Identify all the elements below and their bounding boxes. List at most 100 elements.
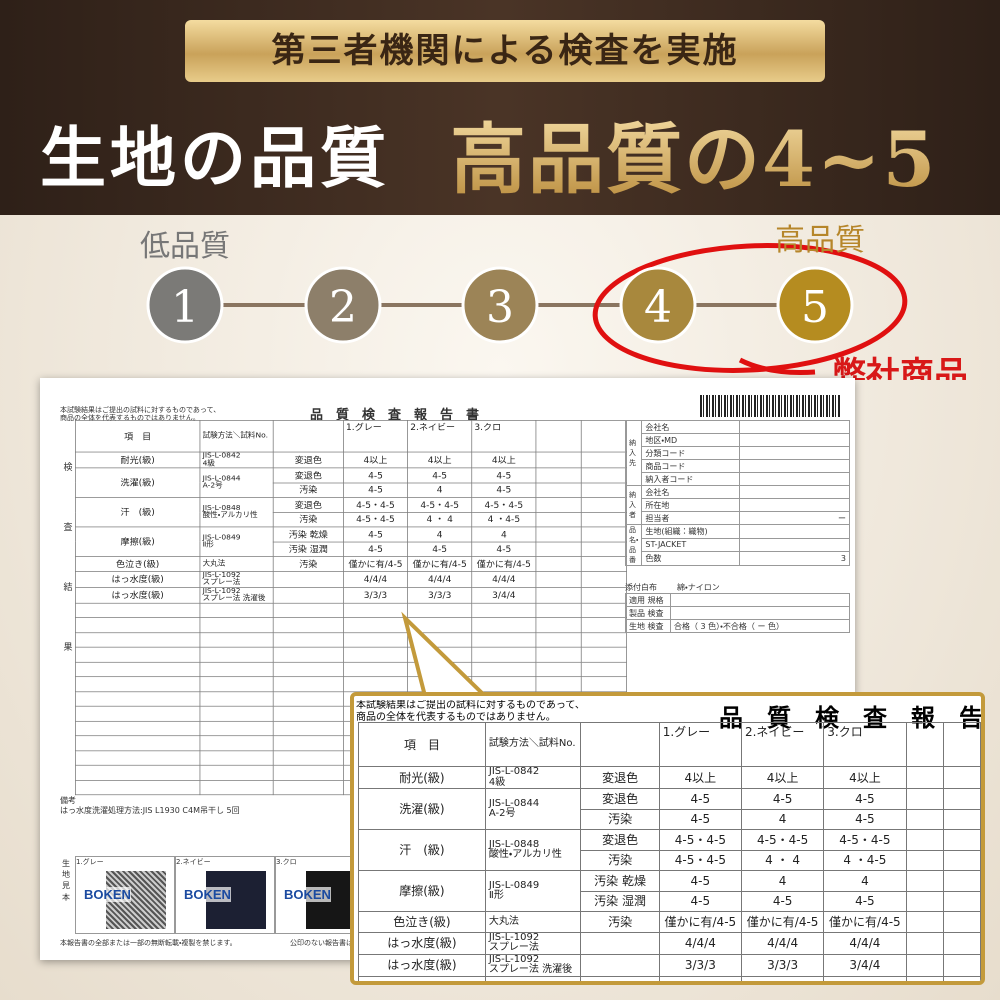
row-aspect: 変退色 [272, 467, 344, 483]
result: 僅かに有/4-5 [407, 556, 473, 572]
result: 4 ・ 4 [407, 511, 473, 528]
swatch-label: 生地見本 [62, 859, 70, 902]
cell [407, 602, 473, 618]
cell [942, 911, 981, 933]
row-method: JIS-L-1092 スプレー法 [199, 570, 274, 588]
side-label: 分類コード [641, 446, 740, 460]
side-value: 3 [739, 551, 850, 566]
check-table: 適用 規格 製品 検査 生地 検査 合格（ 3 色）・不合格（ ー 色） [625, 593, 850, 633]
swatch-brand: BOKEN [84, 887, 131, 902]
remark-line: 備考 [60, 796, 76, 805]
cell [272, 632, 344, 648]
row-item: はっ水度(級) [75, 570, 201, 588]
side-label: 色数 [641, 551, 740, 566]
row-method: JIS-L-0849 Ⅱ形 [199, 526, 274, 557]
cell [942, 808, 981, 830]
cell [358, 975, 486, 981]
side-value [739, 485, 850, 499]
row-method: JIS-L-0849 Ⅱ形 [484, 870, 582, 912]
blank-row [75, 661, 627, 678]
notice: 本試験結果はご提出の試料に対するものであって、 商品の全体を代表するものではありま… [60, 406, 220, 423]
result: 4/4/4 [658, 931, 742, 955]
result: 4-5・4-5 [343, 511, 408, 528]
method-line: JIS-L-1092 [488, 954, 540, 965]
cell [580, 482, 627, 498]
row-item: 汗 (級) [75, 497, 201, 528]
result: 4/4/4 [471, 570, 537, 588]
cell [942, 766, 981, 789]
cell [75, 602, 201, 618]
row-aspect [272, 570, 344, 588]
result: 4-5・4-5 [471, 497, 537, 513]
result: 4-5 [658, 870, 742, 892]
cell [905, 890, 944, 912]
cell [272, 646, 344, 663]
result: 4-5 [740, 890, 825, 912]
row-item: 色泣き(級) [358, 911, 486, 933]
cell [75, 661, 201, 678]
method-line: JIS-L-0842 [488, 766, 540, 777]
cell [407, 617, 473, 633]
result: 4/4/4 [823, 931, 907, 955]
side-row: 所在地 [626, 498, 850, 512]
result: 4/4/4 [407, 570, 473, 588]
method-line: Ⅱ形 [488, 890, 504, 901]
result: 4-5 [471, 482, 537, 498]
head-method: 試験方法＼試料No. [199, 419, 274, 453]
result: 4-5・4-5 [343, 497, 408, 513]
method-line: 酸性・アルカリ性 [202, 511, 258, 520]
method-line: 酸性・アルカリ性 [488, 849, 562, 860]
highlight-ellipse [592, 243, 908, 373]
cell [535, 570, 582, 588]
result: 僅かに有/4-5 [823, 911, 907, 933]
cell [75, 632, 201, 648]
method-line: スプレー法 洗濯後 [488, 964, 573, 975]
result: 3/3/3 [740, 953, 825, 977]
report-table: 項 目試験方法＼試料No. 1.グレー 2.ネイビー 3.クロ 耐光(級) JIS-L-0… [358, 722, 981, 981]
side-value [739, 459, 850, 473]
swatch-brand: BOKEN [184, 887, 231, 902]
cell [942, 829, 981, 851]
result: 4 [471, 526, 537, 543]
result: 4/4/4 [740, 931, 825, 955]
method-line: 大丸法 [202, 559, 226, 568]
cell [199, 646, 274, 663]
row-aspect: 汚染 [580, 808, 660, 830]
step-circle [304, 266, 382, 344]
swatch-brand: BOKEN [284, 887, 331, 902]
cell [343, 661, 408, 678]
row-aspect: 汚染 [272, 511, 344, 528]
cell [75, 705, 201, 722]
result: 4以上 [658, 766, 742, 789]
cell [272, 419, 344, 453]
cell [905, 975, 944, 981]
cell [535, 632, 582, 648]
cell [905, 766, 944, 789]
cell [343, 602, 408, 618]
check-value [670, 606, 850, 620]
step-label: 2 [329, 282, 357, 333]
side-row: 品名・品番 生地(組織：織物) [624, 524, 850, 566]
check-row: 適用 規格 [625, 593, 850, 607]
row-aspect [580, 931, 660, 955]
step-label: 4 [644, 282, 672, 333]
cell [199, 735, 274, 751]
side-label: 商品コード [641, 459, 740, 473]
attached: 添付白布 綿・ナイロン [625, 582, 850, 593]
row-item: 洗濯(級) [358, 788, 486, 830]
step-label: 1 [171, 282, 199, 333]
cell [905, 870, 944, 892]
cell [740, 975, 825, 981]
method-line: Ⅱ形 [202, 540, 214, 549]
cell [580, 661, 627, 678]
row-method: JIS-L-0842 4級 [484, 766, 582, 789]
row-aspect: 汚染 乾燥 [580, 870, 660, 892]
row-aspect [580, 953, 660, 977]
cell [535, 617, 582, 633]
side-label: 納入者コード [641, 472, 740, 486]
blank-row [75, 632, 627, 648]
method-line: 大丸法 [488, 915, 519, 927]
result: 4-5 [407, 467, 473, 483]
result: 3/3/3 [658, 953, 742, 977]
